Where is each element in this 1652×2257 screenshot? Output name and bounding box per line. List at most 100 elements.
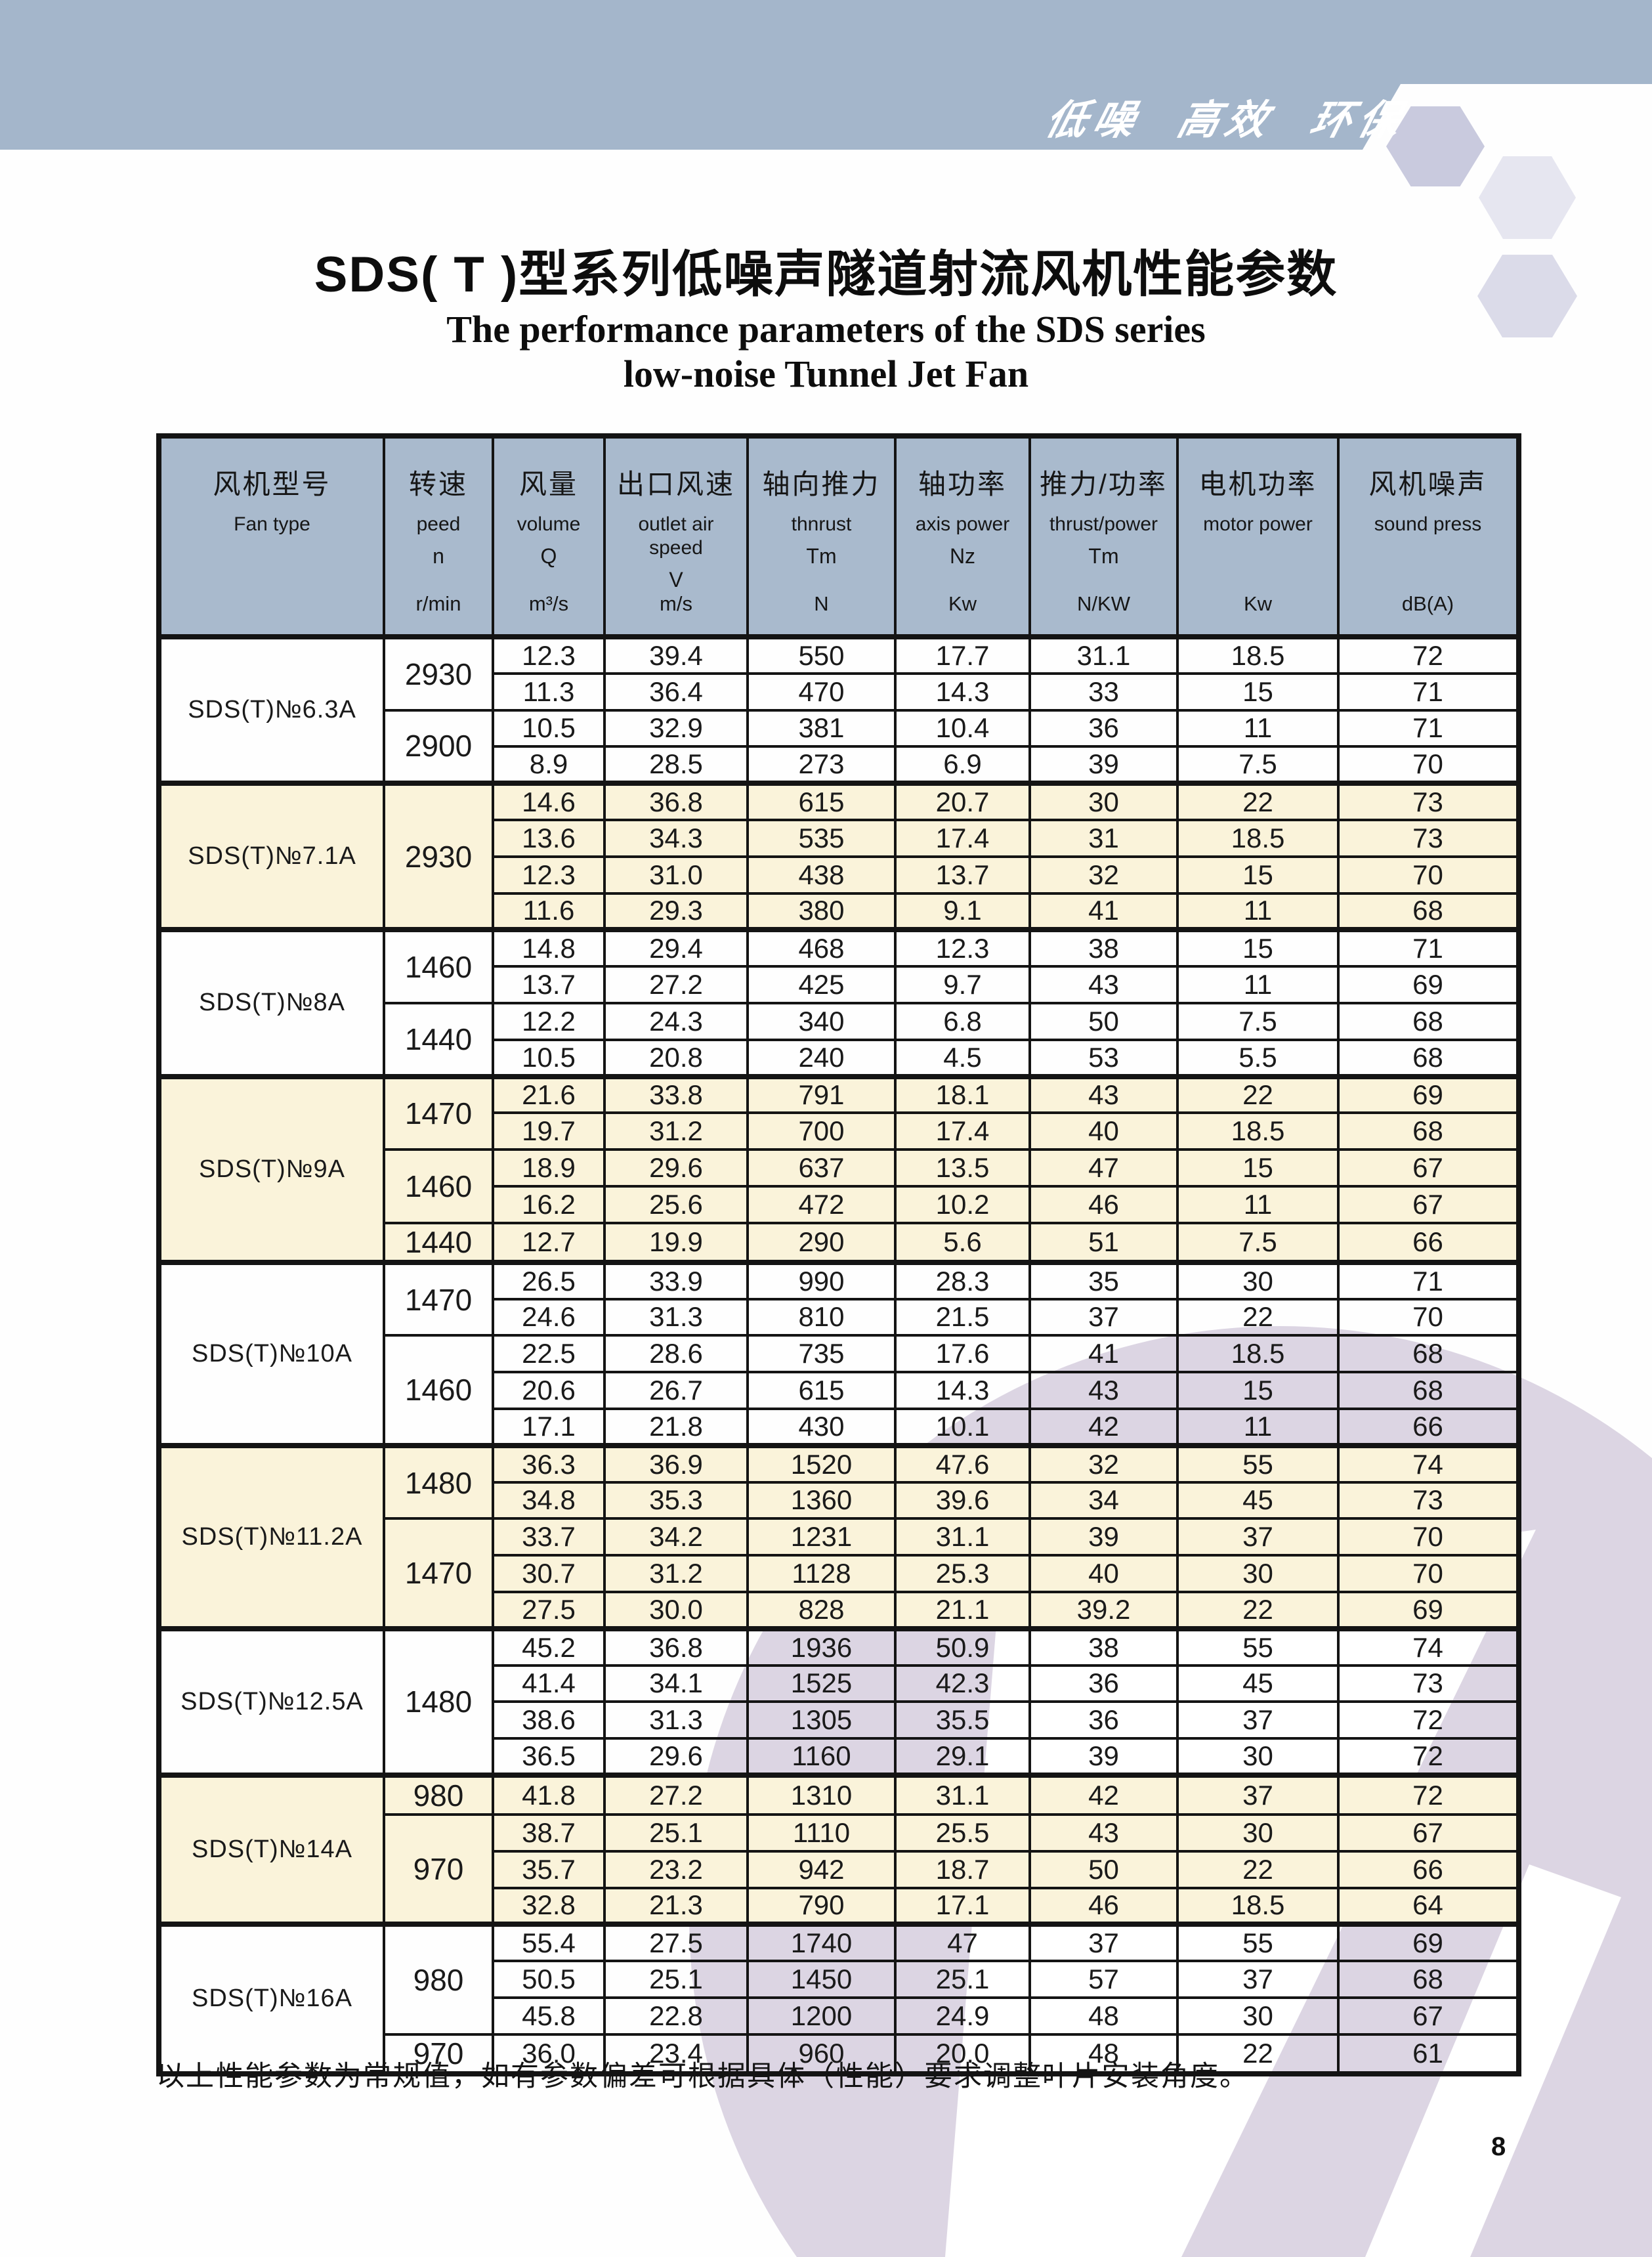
value-cell: 468 (746, 927, 897, 968)
value-cell: 41 (1028, 892, 1179, 932)
value-cell: 13.5 (894, 1148, 1031, 1188)
value-cell: 1305 (746, 1700, 897, 1740)
value-cell: 50.9 (894, 1625, 1031, 1667)
value-cell: 21.1 (894, 1590, 1031, 1630)
value-cell: 41.8 (492, 1772, 606, 1816)
value-cell: 29.1 (894, 1737, 1031, 1776)
table-row: 41.4 34.1 1525 42.3 36 45 73 (159, 1664, 1520, 1704)
value-cell: 69 (1337, 1590, 1520, 1630)
value-cell: 615 (746, 1371, 897, 1410)
column-header-8: 风机噪声 sound press dB(A) (1337, 435, 1520, 638)
value-cell: 42 (1028, 1772, 1179, 1816)
value-cell: 1525 (746, 1664, 897, 1704)
value-cell: 290 (746, 1221, 897, 1264)
value-cell: 51 (1028, 1221, 1179, 1264)
value-cell: 36 (1028, 708, 1179, 748)
value-cell: 637 (746, 1148, 897, 1188)
value-cell: 6.9 (894, 745, 1031, 785)
value-cell: 17.7 (894, 634, 1031, 675)
value-cell: 18.1 (894, 1073, 1031, 1115)
value-cell: 20.0 (894, 2032, 1031, 2075)
value-cell: 12.2 (492, 1001, 606, 1041)
fan-model-cell: SDS(T)№11.2A (158, 1442, 385, 1630)
table-row: 1460 18.9 29.6 637 13.5 47 15 67 (159, 1148, 1520, 1224)
value-cell: 74 (1337, 1442, 1520, 1484)
value-cell: 55 (1176, 1625, 1340, 1667)
value-cell: 32 (1028, 1442, 1179, 1484)
table-row: 970 36.0 23.4 960 20.0 48 22 61 (159, 2032, 1520, 2075)
value-cell: 22.5 (492, 1334, 606, 1374)
value-cell: 11.6 (492, 892, 606, 932)
value-cell: 1520 (746, 1442, 897, 1484)
rpm-cell: 1440 (383, 1001, 494, 1078)
table-row: 10.5 20.8 240 4.5 53 5.5 68 (159, 1038, 1520, 1078)
value-cell: 30 (1028, 781, 1179, 821)
value-cell: 47.6 (894, 1442, 1031, 1484)
column-header-6: 推力/功率 thrust/power Tm N/KW (1028, 435, 1179, 638)
value-cell: 1360 (746, 1480, 897, 1520)
value-cell: 33.9 (603, 1259, 749, 1300)
value-cell: 24.3 (603, 1001, 749, 1041)
value-cell: 70 (1337, 1297, 1520, 1337)
value-cell: 34.8 (492, 1480, 606, 1520)
value-cell: 72 (1337, 1700, 1520, 1740)
value-cell: 36.5 (492, 1737, 606, 1776)
value-cell: 69 (1337, 1073, 1520, 1115)
value-cell: 30 (1176, 1996, 1340, 2036)
value-cell: 55 (1176, 1442, 1340, 1484)
value-cell: 33.8 (603, 1073, 749, 1115)
value-cell: 18.5 (1176, 634, 1340, 675)
value-cell: 615 (746, 781, 897, 821)
value-cell: 6.8 (894, 1001, 1031, 1041)
value-cell: 50 (1028, 1849, 1179, 1889)
value-cell: 438 (746, 855, 897, 895)
value-cell: 26.5 (492, 1259, 606, 1300)
value-cell: 34.1 (603, 1664, 749, 1704)
table-row: 19.7 31.2 700 17.4 40 18.5 68 (159, 1111, 1520, 1151)
value-cell: 12.3 (894, 927, 1031, 968)
value-cell: 41 (1028, 1334, 1179, 1374)
value-cell: 45.2 (492, 1625, 606, 1667)
table-row: 24.6 31.3 810 21.5 37 22 70 (159, 1297, 1520, 1337)
value-cell: 22 (1176, 2032, 1340, 2075)
value-cell: 16.2 (492, 1184, 606, 1224)
table-row: 32.8 21.3 790 17.1 46 18.5 64 (159, 1886, 1520, 1926)
value-cell: 42.3 (894, 1664, 1031, 1704)
value-cell: 8.9 (492, 745, 606, 785)
table-row: SDS(T)№16A 980 55.4 27.5 1740 47 37 55 69 (158, 1922, 1520, 2075)
banner-slogan: 低噪 高效 环保 (1040, 96, 1412, 144)
value-cell: 61 (1337, 2032, 1520, 2075)
value-cell: 990 (746, 1259, 897, 1300)
value-cell: 48 (1028, 1996, 1179, 2036)
value-cell: 43 (1028, 1073, 1179, 1115)
table-row: 35.7 23.2 942 18.7 50 22 66 (159, 1849, 1520, 1889)
value-cell: 21.5 (894, 1297, 1031, 1337)
value-cell: 12.7 (492, 1221, 606, 1264)
fan-model-cell: SDS(T)№7.1A (158, 781, 385, 932)
value-cell: 11 (1176, 1184, 1340, 1224)
table-row: SDS(T)№7.1A 2930 14.6 36.8 615 20.7 30 22 73 (158, 781, 1520, 932)
fan-group: SDS(T)№6.3A 2930 12.3 39.4 550 17.7 31.1 18.5 72… (158, 634, 1520, 785)
value-cell: 36.0 (492, 2032, 606, 2075)
value-cell: 28.5 (603, 745, 749, 785)
value-cell: 19.9 (603, 1221, 749, 1264)
rpm-cell: 1440 (383, 1221, 494, 1264)
value-cell: 69 (1337, 1922, 1520, 1963)
value-cell: 15 (1176, 927, 1340, 968)
value-cell: 24.6 (492, 1297, 606, 1337)
value-cell: 25.5 (894, 1813, 1031, 1853)
value-cell: 17.4 (894, 1111, 1031, 1151)
value-cell: 22 (1176, 781, 1340, 821)
value-cell: 31.2 (603, 1111, 749, 1151)
value-cell: 45.8 (492, 1996, 606, 2036)
page-title-en-line1: The performance parameters of the SDS se… (446, 308, 1206, 351)
value-cell: 28.3 (894, 1259, 1031, 1300)
fan-model-cell: SDS(T)№8A (158, 927, 385, 1078)
rpm-cell: 2930 (383, 781, 494, 932)
value-cell: 31.1 (894, 1517, 1031, 1557)
value-cell: 68 (1337, 1371, 1520, 1410)
rpm-cell: 980 (383, 1772, 494, 1816)
value-cell: 22 (1176, 1849, 1340, 1889)
value-cell: 12.3 (492, 855, 606, 895)
value-cell: 32.9 (603, 708, 749, 748)
